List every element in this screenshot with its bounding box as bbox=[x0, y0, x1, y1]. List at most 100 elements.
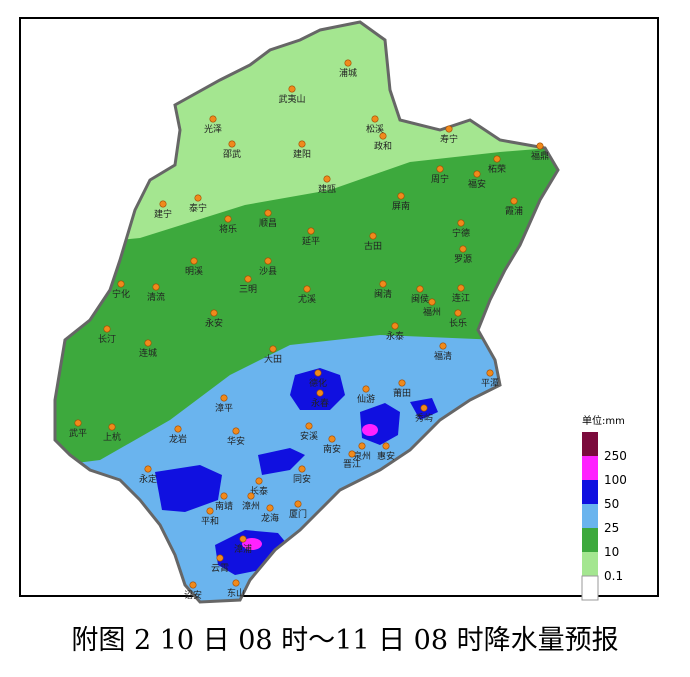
city-name: 晋江 bbox=[343, 459, 361, 470]
legend-swatch bbox=[582, 456, 598, 480]
city-name: 清流 bbox=[147, 291, 165, 303]
city-dot bbox=[266, 504, 274, 512]
city-name: 古田 bbox=[364, 240, 382, 252]
legend-swatch bbox=[582, 528, 598, 552]
city-dot bbox=[305, 422, 313, 430]
city-name: 建阳 bbox=[293, 148, 311, 160]
city-name: 长汀 bbox=[98, 333, 116, 345]
city-name: 寿宁 bbox=[440, 133, 458, 145]
city-dot bbox=[74, 419, 82, 427]
city-dot bbox=[420, 404, 428, 412]
city-name: 霞浦 bbox=[505, 205, 523, 217]
city-dot bbox=[220, 492, 228, 500]
city-name: 惠安 bbox=[377, 450, 395, 462]
city-dot bbox=[239, 535, 247, 543]
city-name: 德化 bbox=[309, 377, 327, 389]
city-dot bbox=[174, 425, 182, 433]
city-dot bbox=[307, 227, 315, 235]
legend-label: 0.1 bbox=[604, 569, 623, 583]
city-name: 南安 bbox=[323, 443, 341, 455]
city-dot bbox=[209, 115, 217, 123]
city-dot bbox=[294, 500, 302, 508]
city-name: 将乐 bbox=[219, 223, 237, 235]
city-dot bbox=[362, 385, 370, 393]
city-name: 松溪 bbox=[366, 123, 384, 135]
city-name: 延平 bbox=[302, 235, 320, 247]
province-border bbox=[53, 20, 560, 604]
legend-title: 单位:mm bbox=[582, 414, 625, 427]
city-name: 诏安 bbox=[184, 589, 202, 601]
city-dot bbox=[190, 257, 198, 265]
city-name: 建宁 bbox=[154, 208, 172, 220]
city-dot bbox=[398, 379, 406, 387]
city-name: 秀屿 bbox=[415, 412, 433, 424]
legend-swatch bbox=[582, 480, 598, 504]
city-name: 屏南 bbox=[392, 200, 410, 212]
city-dot bbox=[206, 507, 214, 515]
legend-label: 250 bbox=[604, 449, 627, 463]
city-name: 闽清 bbox=[374, 288, 392, 300]
city-name: 厦门 bbox=[289, 508, 307, 520]
city-dot bbox=[108, 423, 116, 431]
zone-100 bbox=[362, 424, 378, 436]
city-name: 平潭 bbox=[481, 378, 499, 389]
city-name: 永春 bbox=[311, 397, 329, 409]
city-dot bbox=[316, 389, 324, 397]
city-dot bbox=[486, 369, 494, 377]
city-name: 平和 bbox=[201, 516, 219, 527]
city-dot bbox=[454, 309, 462, 317]
city-dot bbox=[416, 285, 424, 293]
city-name: 长乐 bbox=[449, 317, 467, 329]
legend-label: 10 bbox=[604, 545, 619, 559]
city-dot bbox=[159, 200, 167, 208]
city-dot bbox=[269, 345, 277, 353]
zone-100 bbox=[242, 538, 262, 550]
city-dot bbox=[473, 170, 481, 178]
city-name: 云霄 bbox=[211, 563, 229, 574]
legend: 单位:mm 250 100 50 25 10 0.1 bbox=[581, 414, 627, 601]
city-name: 福州 bbox=[423, 306, 441, 318]
city-dot bbox=[244, 275, 252, 283]
city-dot bbox=[224, 215, 232, 223]
city-dot bbox=[493, 155, 501, 163]
city-name: 龙岩 bbox=[169, 433, 187, 445]
city-dot bbox=[536, 142, 544, 150]
city-name: 宁化 bbox=[112, 288, 130, 300]
city-dot bbox=[436, 165, 444, 173]
zone-50 bbox=[258, 448, 305, 475]
city-dot bbox=[457, 219, 465, 227]
city-name: 永定 bbox=[139, 473, 157, 485]
city-name: 武平 bbox=[69, 427, 87, 439]
city-dot bbox=[445, 125, 453, 133]
city-name: 政和 bbox=[374, 140, 392, 152]
city-name: 大田 bbox=[264, 353, 282, 365]
city-name: 建瓯 bbox=[318, 183, 336, 195]
city-name: 福清 bbox=[434, 350, 452, 362]
city-name: 福安 bbox=[468, 178, 486, 190]
city-name: 东山 bbox=[227, 587, 245, 599]
city-dot bbox=[298, 140, 306, 148]
city-name: 邵武 bbox=[223, 148, 241, 160]
city-dot bbox=[220, 394, 228, 402]
city-dot bbox=[428, 298, 436, 306]
city-dot bbox=[228, 140, 236, 148]
city-name: 漳州 bbox=[242, 500, 260, 512]
legend-swatch bbox=[581, 575, 599, 601]
city-name: 永泰 bbox=[386, 330, 404, 342]
city-dot bbox=[232, 427, 240, 435]
city-dot bbox=[232, 579, 240, 587]
city-name: 三明 bbox=[239, 284, 257, 295]
legend-label: 25 bbox=[604, 521, 619, 535]
city-dot bbox=[344, 59, 352, 67]
city-name: 武夷山 bbox=[278, 93, 305, 105]
legend-label: 100 bbox=[604, 473, 627, 487]
city-dot bbox=[298, 465, 306, 473]
city-name: 华安 bbox=[227, 435, 245, 447]
city-name: 连城 bbox=[139, 347, 157, 359]
city-name: 泰宁 bbox=[189, 202, 207, 214]
city-name: 仙游 bbox=[357, 393, 375, 405]
zone-50 bbox=[155, 465, 222, 512]
